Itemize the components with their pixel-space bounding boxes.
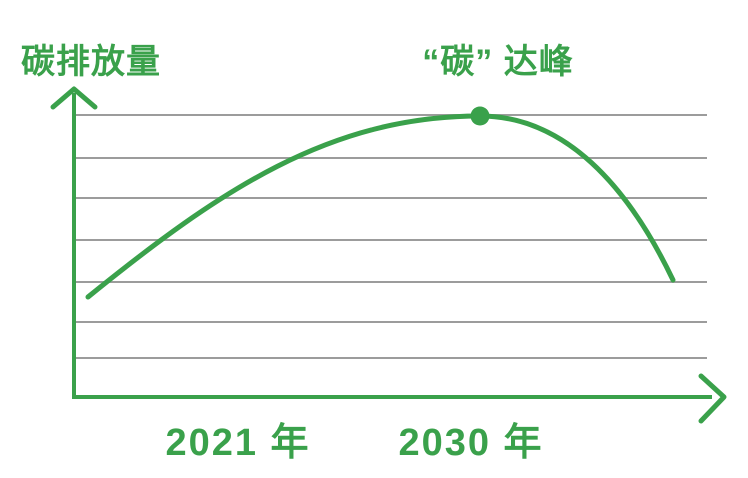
peak-point-marker	[470, 106, 490, 126]
y-axis-arrow-icon	[50, 86, 98, 110]
x-tick-label-2030: 2030 年	[398, 422, 544, 464]
y-axis-title: 碳排放量	[21, 43, 161, 81]
peak-annotation-label: “碳” 达峰	[422, 43, 574, 81]
xy-axes	[72, 93, 712, 399]
x-tick-label-2021: 2021 年	[165, 422, 311, 464]
x-axis-arrow-icon	[698, 373, 727, 424]
emissions-curve	[85, 113, 676, 300]
gridlines	[76, 114, 707, 359]
